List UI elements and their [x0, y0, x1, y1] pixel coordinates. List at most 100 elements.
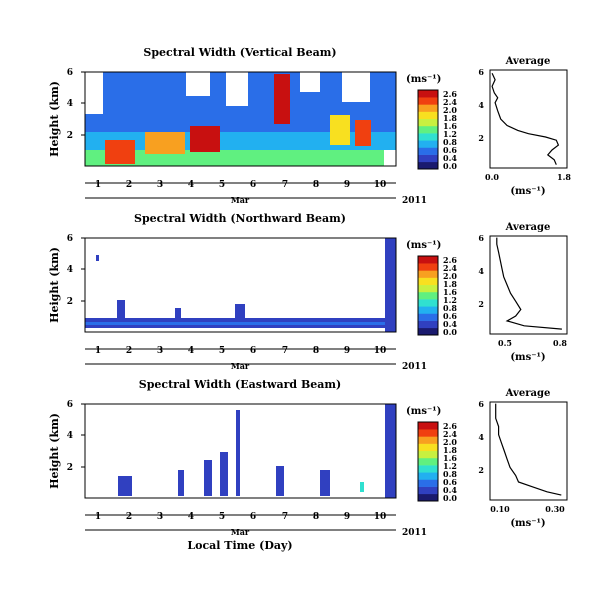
plot-frame	[84, 237, 397, 333]
colorbar-tick-label: 0.0	[443, 493, 457, 503]
day-label: 8	[313, 346, 319, 356]
x-axis: 1 2 3 4 5 6 7 8 9 10 Mar 2011	[85, 180, 427, 206]
heatmap-patch	[236, 410, 240, 496]
colorbar-swatch	[418, 493, 438, 502]
day-label: 7	[282, 512, 288, 522]
average-frame	[489, 235, 568, 335]
day-label: 10	[374, 512, 387, 522]
y-axis: 6 4 2 Height (km)	[48, 400, 85, 489]
heatmap-patch	[320, 470, 330, 496]
average-x-tick-label: 1.8	[557, 172, 571, 182]
colorbar-frame	[417, 89, 439, 170]
y-tick-label: 6	[67, 234, 73, 244]
colorbar-swatch	[418, 450, 438, 459]
average-profile-line	[496, 237, 562, 330]
colorbar-swatch	[418, 118, 438, 127]
average-y-tick-label: 6	[478, 67, 484, 77]
colorbar-swatch	[418, 111, 438, 120]
y-axis: 6 4 2 Height (km)	[48, 234, 85, 323]
heatmap-patch	[145, 132, 185, 154]
colorbar-swatch	[418, 256, 438, 264]
colorbar-tick-label: 0.8	[443, 469, 457, 479]
heatmap-column	[385, 404, 396, 498]
colorbar-swatch	[418, 97, 438, 105]
panel-vertical-beam: Spectral Width (Vertical Beam) 6 4 2	[48, 46, 427, 206]
colorbar-swatch	[418, 277, 438, 286]
colorbar-swatch	[418, 443, 438, 452]
average-x-tick-label: 0.0	[485, 172, 499, 182]
day-label: 9	[344, 346, 350, 356]
colorbar-tick-label: 2.0	[443, 437, 457, 447]
heatmap-patch	[235, 304, 245, 318]
panel-eastward-beam: Spectral Width (Eastward Beam) 6 4 2 Hei…	[48, 378, 427, 552]
year-label: 2011	[402, 196, 427, 206]
month-label: Mar	[231, 527, 250, 537]
heatmap-gap	[342, 72, 370, 102]
heatmap-patch	[190, 126, 220, 152]
colorbar-swatch	[418, 161, 438, 170]
colorbar-frame	[417, 421, 439, 502]
day-label: 2	[126, 346, 132, 356]
heatmap-patch	[178, 470, 184, 496]
average-y-tick-label: 4	[478, 266, 484, 276]
day-label: 1	[95, 512, 101, 522]
day-label: 9	[344, 512, 350, 522]
heatmap-column	[385, 238, 396, 332]
heatmap-layer	[85, 238, 396, 332]
day-label: 8	[313, 512, 319, 522]
average-y-tick-label: 6	[478, 233, 484, 243]
colorbar-tick-label: 1.2	[443, 129, 457, 139]
month-label: Mar	[231, 195, 250, 205]
heatmap-patch	[105, 140, 135, 164]
heatmap-layer	[118, 404, 396, 498]
colorbar-tick-label: 1.2	[443, 295, 457, 305]
colorbar-ticks: 2.6 2.4 2.0 1.8 1.6 1.2 0.8 0.6 0.4 0.0	[443, 255, 457, 337]
y-tick-label: 2	[67, 297, 73, 307]
colorbar-swatch	[418, 486, 438, 495]
day-label: 9	[344, 180, 350, 190]
average-y-tick-label: 2	[478, 465, 484, 475]
day-label: 7	[282, 180, 288, 190]
day-label: 5	[219, 180, 225, 190]
average-x-tick-label: 0.5	[498, 338, 512, 348]
colorbar-swatches	[418, 422, 438, 502]
x-axis: 1 2 3 4 5 6 7 8 9 10 Mar 2011 Local Time…	[85, 512, 427, 552]
day-label: 2	[126, 512, 132, 522]
y-axis-label: Height (km)	[48, 81, 61, 157]
average-title: Average	[505, 56, 551, 67]
colorbar-swatch	[418, 154, 438, 163]
panel-northward-beam: Spectral Width (Northward Beam) 6 4 2 He…	[48, 212, 427, 372]
colorbar-tick-label: 2.4	[443, 97, 457, 107]
day-label: 4	[188, 346, 194, 356]
colorbar-tick-label: 0.4	[443, 319, 457, 329]
colorbar-swatch	[418, 284, 438, 293]
y-tick-label: 6	[67, 400, 73, 410]
average-x-tick-label: 0.30	[545, 504, 565, 514]
heatmap-patch	[360, 482, 364, 492]
colorbar-swatch	[418, 306, 438, 314]
day-label: 3	[157, 512, 163, 522]
heatmap-layer	[85, 72, 396, 166]
year-label: 2011	[402, 528, 427, 538]
colorbar-tick-label: 0.8	[443, 303, 457, 313]
colorbar-tick-label: 1.2	[443, 461, 457, 471]
colorbar-ticks: 2.6 2.4 2.0 1.8 1.6 1.2 0.8 0.6 0.4 0.0	[443, 421, 457, 503]
colorbar-tick-label: 2.0	[443, 271, 457, 281]
heatmap-patch	[276, 466, 284, 496]
average-frame	[489, 401, 568, 501]
colorbar-tick-label: 2.4	[443, 263, 457, 273]
colorbar-swatch	[418, 320, 438, 329]
colorbar-swatch	[418, 479, 438, 487]
average-title: Average	[505, 388, 551, 399]
colorbar-swatch	[418, 465, 438, 473]
average-profile-1: Average 6 4 2 0.0 1.8 (ms⁻¹)	[478, 56, 571, 197]
colorbar-tick-label: 1.6	[443, 453, 457, 463]
colorbar-swatch	[418, 263, 438, 271]
day-label: 7	[282, 346, 288, 356]
colorbar-tick-label: 0.6	[443, 311, 457, 321]
colorbar-tick-label: 2.6	[443, 89, 457, 99]
average-y-tick-label: 6	[478, 399, 484, 409]
x-axis: 1 2 3 4 5 6 7 8 9 10 Mar 2011	[85, 346, 427, 372]
colorbar-unit-label: (ms⁻¹)	[406, 74, 441, 85]
average-x-axis-label: (ms⁻¹)	[510, 352, 545, 363]
